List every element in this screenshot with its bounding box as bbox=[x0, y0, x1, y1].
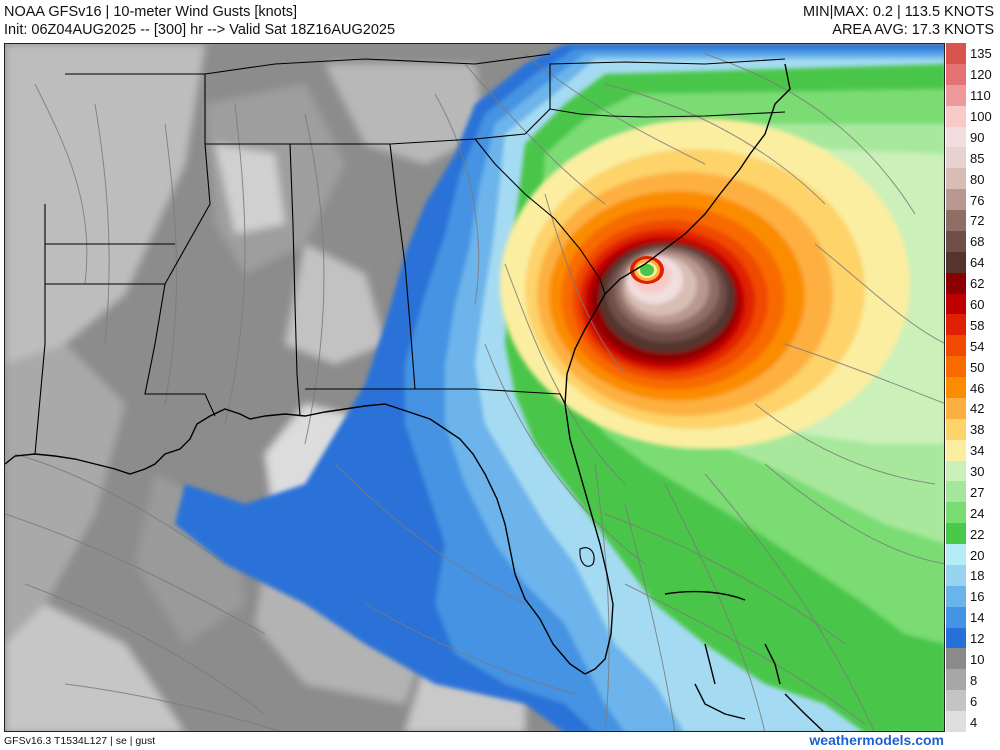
colorbar-swatch-54 bbox=[946, 335, 966, 357]
colorbar-label-10: 10 bbox=[970, 651, 985, 667]
colorbar-swatch-42 bbox=[946, 397, 966, 420]
colorbar-swatch-58 bbox=[946, 314, 966, 336]
colorbar-label-14: 14 bbox=[970, 610, 985, 626]
colorbar-label-12: 12 bbox=[970, 631, 985, 647]
colorbar-label-85: 85 bbox=[970, 150, 985, 166]
site-credit[interactable]: weathermodels.com bbox=[809, 732, 944, 748]
colorbar-label-42: 42 bbox=[970, 401, 985, 417]
colorbar-swatch-20 bbox=[946, 544, 966, 566]
colorbar-swatch-80 bbox=[946, 168, 966, 190]
colorbar-label-38: 38 bbox=[970, 422, 985, 438]
colorbar-swatch-64 bbox=[946, 251, 966, 274]
colorbar-label-64: 64 bbox=[970, 255, 985, 271]
colorbar-swatch-30 bbox=[946, 460, 966, 482]
colorbar-swatch-8 bbox=[946, 669, 966, 691]
wind-gust-map bbox=[4, 43, 945, 732]
colorbar-swatch-10 bbox=[946, 648, 966, 670]
colorbar-swatch-60 bbox=[946, 293, 966, 315]
colorbar-swatch-135 bbox=[946, 43, 966, 65]
colorbar-swatch-90 bbox=[946, 126, 966, 148]
colorbar-label-6: 6 bbox=[970, 693, 978, 709]
min-max-readout: MIN|MAX: 0.2 | 113.5 KNOTS bbox=[803, 4, 994, 20]
colorbar-label-135: 135 bbox=[970, 46, 992, 62]
colorbar-swatch-22 bbox=[946, 523, 966, 545]
colorbar-label-110: 110 bbox=[970, 88, 991, 104]
hurricane-eye bbox=[630, 256, 664, 284]
colorbar-label-8: 8 bbox=[970, 672, 978, 688]
colorbar-swatch-16 bbox=[946, 585, 966, 608]
colorbar-swatch-100 bbox=[946, 105, 966, 127]
hurricane-core bbox=[500, 119, 910, 449]
colorbar-swatch-120 bbox=[946, 63, 966, 86]
colorbar-label-27: 27 bbox=[970, 484, 985, 500]
colorbar-label-18: 18 bbox=[970, 568, 985, 584]
colorbar-label-16: 16 bbox=[970, 589, 985, 605]
colorbar-label-72: 72 bbox=[970, 213, 985, 229]
area-average-readout: AREA AVG: 17.3 KNOTS bbox=[832, 22, 994, 38]
colorbar-swatch-27 bbox=[946, 481, 966, 503]
map-canvas bbox=[5, 44, 944, 731]
colorbar-swatch-110 bbox=[946, 84, 966, 107]
colorbar-swatch-68 bbox=[946, 230, 966, 253]
colorbar-label-68: 68 bbox=[970, 234, 985, 250]
colorbar-label-30: 30 bbox=[970, 464, 985, 479]
colorbar-label-50: 50 bbox=[970, 359, 985, 375]
colorbar-label-24: 24 bbox=[970, 505, 985, 521]
colorbar-swatch-12 bbox=[946, 627, 966, 649]
colorbar-label-46: 46 bbox=[970, 380, 985, 396]
colorbar-swatch-24 bbox=[946, 502, 966, 524]
colorbar-swatch-14 bbox=[946, 606, 966, 629]
coastlines bbox=[5, 63, 824, 731]
colorbar-label-76: 76 bbox=[970, 192, 985, 208]
colorbar-swatch-34 bbox=[946, 439, 966, 462]
colorbar-swatch-46 bbox=[946, 377, 966, 399]
init-valid-line: Init: 06Z04AUG2025 -- [300] hr --> Valid… bbox=[4, 22, 396, 38]
colorbar-label-120: 120 bbox=[970, 67, 992, 83]
colorbar-swatch-76 bbox=[946, 189, 966, 211]
colorbar-label-22: 22 bbox=[970, 526, 985, 542]
colorbar-swatch-72 bbox=[946, 210, 966, 232]
model-info: GFSv16.3 T1534L127 | se | gust bbox=[4, 735, 156, 747]
wind-streamlines bbox=[5, 53, 944, 731]
colorbar-label-54: 54 bbox=[970, 338, 985, 354]
colorbar-label-100: 100 bbox=[970, 109, 992, 125]
colorbar-swatch-85 bbox=[946, 147, 966, 169]
colorbar-label-90: 90 bbox=[970, 129, 985, 145]
colorbar-label-62: 62 bbox=[970, 276, 985, 292]
colorbar-swatch-38 bbox=[946, 418, 966, 441]
colorbar-swatch-6 bbox=[946, 690, 966, 712]
colorbar-label-34: 34 bbox=[970, 443, 985, 459]
colorbar-label-60: 60 bbox=[970, 296, 985, 312]
gust-colorbar: 135 120 110 100 90 85 80 76 72 68 64 62 60 58 54 50 46 42… bbox=[946, 43, 996, 733]
colorbar-swatch-4 bbox=[946, 711, 966, 733]
colorbar-label-4: 4 bbox=[970, 714, 978, 730]
map-title: NOAA GFSv16 | 10-meter Wind Gusts [knots… bbox=[4, 4, 298, 20]
state-borders bbox=[34, 53, 786, 567]
colorbar-label-80: 80 bbox=[970, 171, 985, 187]
colorbar-swatch-50 bbox=[946, 356, 966, 378]
colorbar-label-58: 58 bbox=[970, 317, 985, 333]
colorbar-label-20: 20 bbox=[970, 547, 985, 563]
colorbar-swatch-62 bbox=[946, 272, 966, 295]
colorbar-swatch-18 bbox=[946, 564, 966, 587]
